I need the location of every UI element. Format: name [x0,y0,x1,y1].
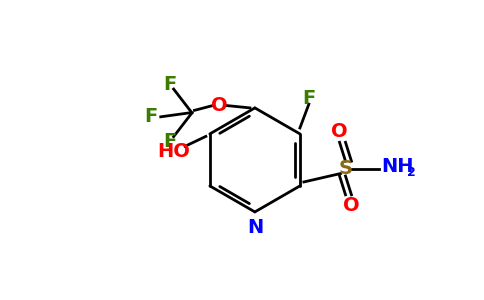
Text: N: N [247,218,263,237]
Text: O: O [331,122,348,141]
Text: 2: 2 [407,166,416,179]
Text: F: F [302,89,316,108]
Text: F: F [144,107,157,126]
Text: F: F [163,132,176,151]
Text: NH: NH [381,157,414,175]
Text: O: O [211,96,227,115]
Text: HO: HO [158,142,191,161]
Text: S: S [338,159,352,178]
Text: O: O [343,196,360,215]
Text: F: F [163,75,176,94]
